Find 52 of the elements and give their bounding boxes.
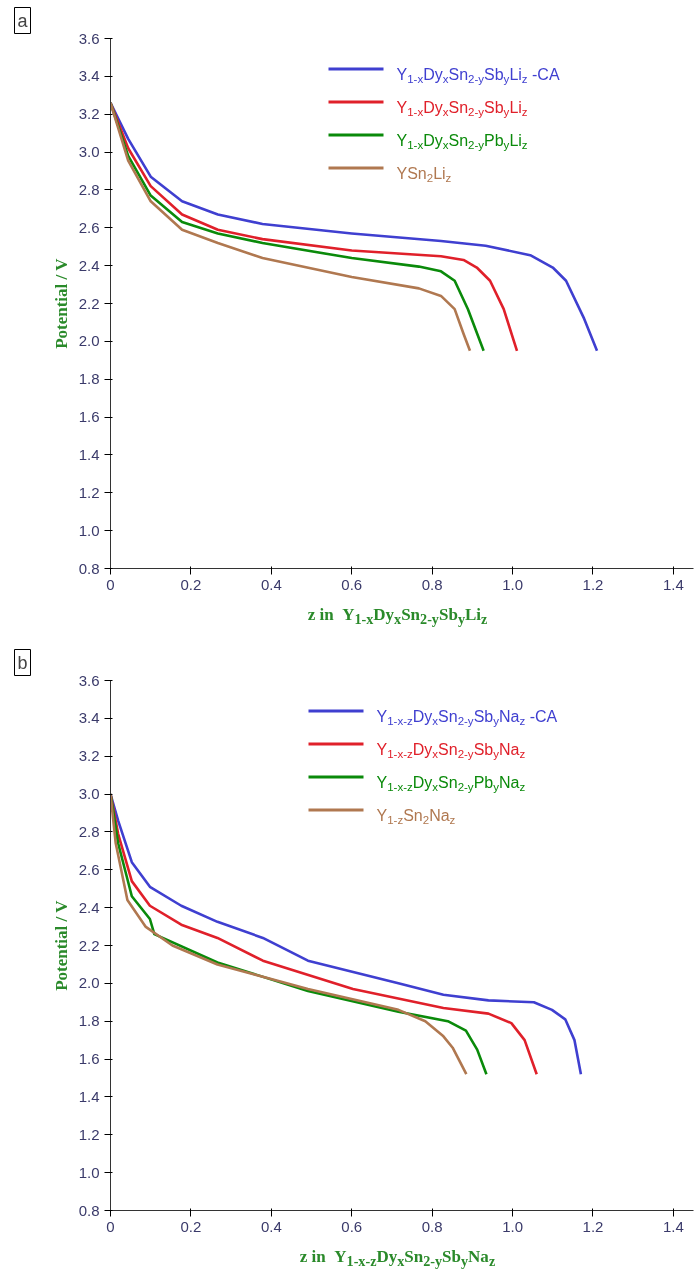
y-tick-label: 0.8 bbox=[78, 559, 100, 577]
x-tick-label: 0.4 bbox=[260, 575, 282, 593]
y-tick-label: 1.0 bbox=[78, 521, 100, 539]
text: b bbox=[17, 652, 28, 673]
x-tick-label: 1.4 bbox=[662, 575, 684, 593]
text: a bbox=[17, 10, 29, 31]
y-tick-label: 3.4 bbox=[78, 709, 100, 727]
x-tick-label: 0 bbox=[106, 575, 115, 593]
x-tick-label: 0.8 bbox=[421, 1217, 443, 1235]
y-tick-label: 2.6 bbox=[78, 860, 100, 878]
y-tick-label: 1.8 bbox=[78, 1012, 100, 1030]
y-tick-label: 2.6 bbox=[78, 218, 100, 236]
y-tick-label: 3.6 bbox=[78, 29, 100, 47]
y-tick-label: 3.2 bbox=[78, 747, 100, 765]
y-tick-label: 2.2 bbox=[78, 936, 100, 954]
y-tick-label: 2.4 bbox=[78, 898, 100, 916]
y-tick-label: 1.4 bbox=[78, 1087, 100, 1105]
y-tick-label: 1.0 bbox=[78, 1163, 100, 1181]
x-tick-label: 0.6 bbox=[341, 1217, 363, 1235]
y-tick-label: 3.6 bbox=[78, 671, 100, 689]
y-tick-label: 2.2 bbox=[78, 294, 100, 312]
y-tick-label: 0.8 bbox=[78, 1201, 100, 1219]
text: z in Y$_{1-x}$Dy$_{x}$Sn$_{2-y}$Sb$_{y}$Li$_{z}$ bbox=[307, 605, 488, 628]
y-tick-label: 3.0 bbox=[78, 143, 100, 161]
x-tick-label: 1.2 bbox=[582, 575, 604, 593]
x-tick-label: 0.2 bbox=[180, 575, 202, 593]
x-tick-label: 0 bbox=[106, 1217, 115, 1235]
y-tick-label: 3.2 bbox=[78, 105, 100, 123]
x-tick-label: 1.4 bbox=[662, 1217, 684, 1235]
y-tick-label: 2.8 bbox=[78, 180, 100, 198]
x-tick-label: 0.4 bbox=[260, 1217, 282, 1235]
x-tick-label: 0.8 bbox=[421, 575, 443, 593]
y-tick-label: 1.2 bbox=[78, 483, 100, 501]
y-tick-label: 2.8 bbox=[78, 822, 100, 840]
y-tick-label: 1.6 bbox=[78, 1050, 100, 1068]
x-tick-label: 1.2 bbox=[582, 1217, 604, 1235]
x-tick-label: 1.0 bbox=[502, 575, 523, 593]
y-tick-label: 2.0 bbox=[78, 332, 100, 350]
y-tick-label: 2.0 bbox=[78, 974, 100, 992]
y-tick-label: 3.4 bbox=[78, 67, 100, 85]
y-tick-label: 1.6 bbox=[78, 408, 100, 426]
x-tick-label: 0.6 bbox=[341, 575, 363, 593]
y-tick-label: 1.2 bbox=[78, 1125, 100, 1143]
y-axis-title: Potential / V bbox=[51, 899, 71, 991]
y-tick-label: 2.4 bbox=[78, 256, 100, 274]
x-tick-label: 1.0 bbox=[502, 1217, 523, 1235]
text: z in Y$_{1-x-z}$Dy$_{x}$Sn$_{2-y}$Sb$_{y}$Na$_{z}$ bbox=[299, 1247, 496, 1269]
x-tick-label: 0.2 bbox=[180, 1217, 202, 1235]
y-tick-label: 1.8 bbox=[78, 370, 100, 388]
y-axis-title: Potential / V bbox=[51, 257, 71, 349]
y-tick-label: 3.0 bbox=[78, 785, 100, 803]
y-tick-label: 1.4 bbox=[78, 445, 100, 463]
